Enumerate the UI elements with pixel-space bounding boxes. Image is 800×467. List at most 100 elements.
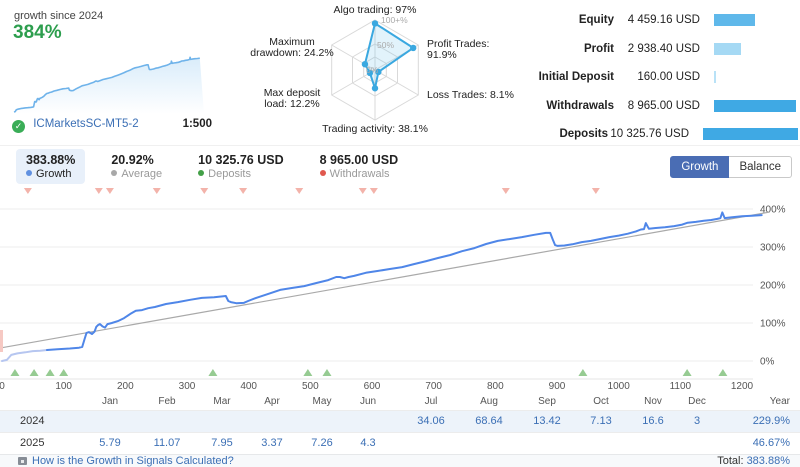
x-axis-tick: 600 — [363, 381, 381, 392]
growth-chart[interactable]: 0% 100% 200% 300% 400% — [0, 183, 800, 383]
x-axis-tick: 0 — [0, 381, 5, 392]
month-header: Sep — [538, 396, 556, 407]
stat-row-deposits: Deposits 10 325.76 USD — [512, 120, 798, 149]
month-header: Dec — [688, 396, 706, 407]
withdrawals-dot-icon — [319, 170, 326, 176]
radar-label-maximum-drawdown: Maximum drawdown: 24.2% — [250, 36, 334, 59]
growth-percent-value: 384% — [13, 22, 62, 43]
table-cell: 34.06 — [417, 415, 445, 427]
growth-sparkline — [13, 56, 204, 114]
stat-label: Deposits — [559, 128, 609, 141]
row-year-total: 46.67% — [752, 437, 790, 449]
deposit-marker-icon[interactable] — [322, 369, 332, 376]
x-axis-ticks: 0 100 200 300 400 500 600 700 800 900 1000 1100 1200 — [0, 381, 800, 395]
y-axis-label: 300% — [760, 243, 786, 254]
x-axis-tick: 400 — [240, 381, 257, 392]
month-header: Mar — [213, 396, 231, 407]
initial-deposit-bar — [714, 71, 716, 84]
stat-row-withdrawals: Withdrawals 8 965.00 USD — [512, 92, 798, 121]
stat-label: Equity — [578, 14, 614, 27]
deposits-dot-icon — [198, 170, 205, 176]
growth-tab-button[interactable]: Growth — [670, 156, 730, 178]
x-axis-tick: 300 — [178, 381, 196, 392]
growth-help-link[interactable]: How is the Growth in Signals Calculated? — [18, 455, 234, 467]
withdrawal-marker-icon[interactable] — [105, 188, 114, 194]
legend-cell-average[interactable]: 20.92% Average — [111, 153, 163, 180]
radar-label-max-deposit-load: Max deposit load: 12.2% — [263, 87, 321, 110]
profit-bar — [714, 42, 742, 55]
stat-label: Initial Deposit — [538, 71, 614, 84]
deposit-marker-icon[interactable] — [718, 369, 728, 376]
withdrawal-marker-icon[interactable] — [295, 188, 304, 194]
balance-tab-button[interactable]: Balance — [729, 156, 792, 178]
deposit-marker-icon[interactable] — [59, 369, 69, 376]
withdrawal-marker-icon[interactable] — [358, 188, 367, 194]
table-row-2024[interactable]: 2024 229.9% 34.06 68.64 13.42 7.13 16.6 3 — [0, 410, 800, 432]
radar-label-trading-activity: Trading activity: 38.1% — [322, 123, 428, 135]
month-header: Oct — [593, 396, 609, 407]
stat-value: 2 938.40 USD — [627, 42, 700, 55]
account-name-link[interactable]: ICMarketsSC-MT5-2 — [33, 118, 139, 130]
footer-strip: How is the Growth in Signals Calculated?… — [0, 454, 800, 467]
deposit-marker-icon[interactable] — [208, 369, 218, 376]
leverage-value: 1:500 — [182, 118, 212, 130]
month-header: Nov — [644, 396, 662, 407]
x-axis-tick: 1200 — [730, 381, 754, 392]
stat-row-initial-deposit: Initial Deposit 160.00 USD — [512, 63, 798, 92]
withdrawal-marker-icon[interactable] — [591, 188, 600, 194]
withdrawal-marker-icon[interactable] — [152, 188, 161, 194]
legend-cell-growth[interactable]: 383.88% Growth — [16, 149, 86, 184]
stat-row-equity: Equity 4 459.16 USD — [512, 6, 798, 35]
table-cell: 5.79 — [99, 437, 121, 449]
stat-label: Profit — [583, 42, 614, 55]
withdrawal-marker-icon[interactable] — [23, 188, 32, 194]
legend-cell-deposits[interactable]: 10 325.76 USD Deposits — [198, 153, 284, 180]
growth-spark-panel: growth since 2024 384% ✓ ICMarketsSC-MT5… — [8, 4, 214, 142]
trend-line — [1, 211, 770, 349]
legend-cell-withdrawals[interactable]: 8 965.00 USD Withdrawals — [319, 153, 399, 180]
y-axis-label: 200% — [760, 281, 786, 292]
deposit-marker-icon[interactable] — [10, 369, 20, 376]
x-axis-tick: 100 — [55, 381, 72, 392]
deposits-bar — [703, 128, 798, 141]
total-value: 383.88% — [746, 455, 790, 467]
summary-section: growth since 2024 384% ✓ ICMarketsSC-MT5… — [0, 0, 800, 146]
verified-check-icon: ✓ — [12, 120, 25, 133]
withdrawal-marker-icon[interactable] — [369, 188, 378, 194]
deposit-marker-icon[interactable] — [45, 369, 55, 376]
x-axis-tick: 900 — [548, 381, 566, 392]
withdrawal-marker-icon[interactable] — [94, 188, 103, 194]
deposit-marker-icon[interactable] — [303, 369, 313, 376]
withdrawal-marker-icon[interactable] — [200, 188, 209, 194]
y-axis-label: 100% — [760, 319, 786, 330]
chart-mode-toggle: Growth Balance — [670, 156, 792, 178]
table-cell: 7.95 — [211, 437, 233, 449]
x-axis-tick: 200 — [116, 381, 134, 392]
month-header: Jul — [424, 396, 438, 407]
withdrawal-marker-icon[interactable] — [239, 188, 248, 194]
withdrawals-value: 8 965.00 USD — [319, 153, 399, 167]
deposit-marker-icon[interactable] — [29, 369, 39, 376]
stat-value: 4 459.16 USD — [627, 14, 700, 27]
account-stats-panel: Equity 4 459.16 USD Profit 2 938.40 USD … — [512, 6, 798, 149]
radar-label-loss-trades: Loss Trades: 8.1% — [427, 89, 514, 101]
chart-legend-row: 383.88% Growth 20.92% Average 10 325.76 … — [0, 146, 800, 184]
stat-value: 160.00 USD — [637, 71, 700, 84]
table-cell: 11.07 — [153, 437, 181, 449]
withdrawal-marker-icon[interactable] — [501, 188, 510, 194]
stat-value: 10 325.76 USD — [610, 128, 689, 141]
deposit-marker-icon[interactable] — [682, 369, 692, 376]
month-header-row: Year Jan Feb Mar Apr May Jun Jul Aug Sep Oct Nov De… — [0, 396, 800, 410]
x-axis-tick: 800 — [486, 381, 504, 392]
x-axis-tick: 1100 — [669, 381, 692, 392]
deposit-marker-icon[interactable] — [578, 369, 588, 376]
growth-line — [46, 211, 763, 351]
radar-panel: 100+% 50% 0% Algo trading: 97% Profit Trad… — [235, 0, 514, 146]
radar-chart: 100+% 50% 0% — [331, 15, 419, 121]
radar-label-profit-trades: Profit Trades: 91.9% — [427, 38, 490, 61]
stat-row-profit: Profit 2 938.40 USD — [512, 35, 798, 64]
radar-ring-label: 100+% — [381, 15, 408, 25]
table-row-2025[interactable]: 2025 46.67% 5.79 11.07 7.95 3.37 7.26 4.3 — [0, 432, 800, 454]
month-header: Aug — [480, 396, 498, 407]
growth-dot-icon — [26, 170, 32, 176]
